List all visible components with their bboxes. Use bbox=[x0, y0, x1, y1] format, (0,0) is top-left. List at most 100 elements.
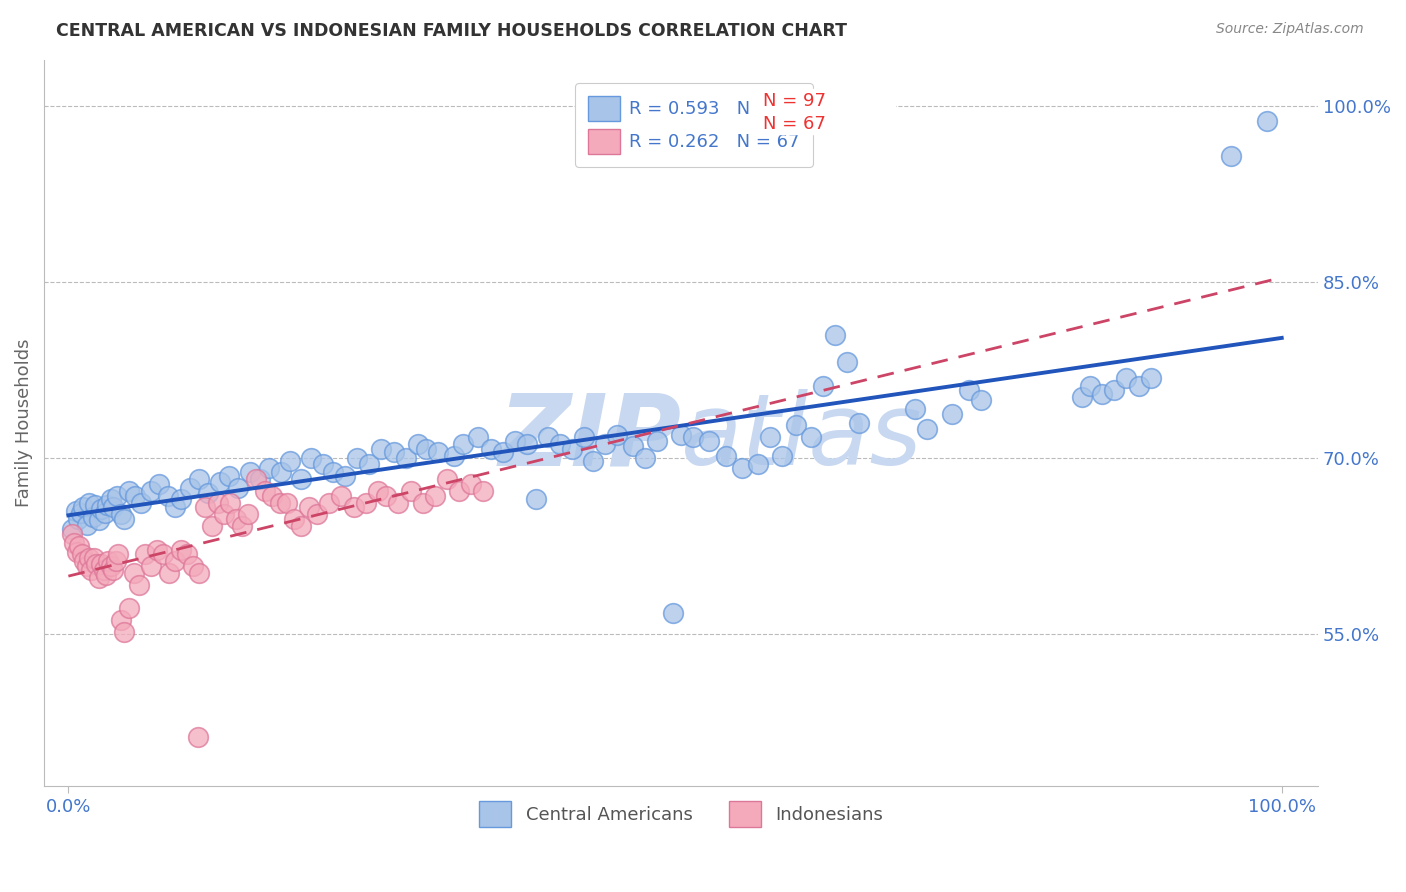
Point bbox=[645, 434, 668, 448]
Point bbox=[1078, 378, 1101, 392]
Point bbox=[187, 731, 209, 745]
Point bbox=[1091, 386, 1114, 401]
Point bbox=[449, 483, 471, 498]
Point bbox=[837, 355, 859, 369]
Point bbox=[200, 519, 222, 533]
Point bbox=[97, 554, 120, 568]
Legend: Central Americans, Indonesians: Central Americans, Indonesians bbox=[470, 792, 893, 836]
Point bbox=[524, 492, 547, 507]
Point bbox=[226, 481, 249, 495]
Point bbox=[100, 492, 122, 507]
Point bbox=[1128, 378, 1150, 392]
Point bbox=[94, 568, 117, 582]
Point bbox=[634, 451, 657, 466]
Point bbox=[76, 518, 98, 533]
Point bbox=[917, 422, 939, 436]
Point bbox=[290, 519, 312, 533]
Point bbox=[669, 427, 692, 442]
Point bbox=[395, 451, 418, 466]
Point bbox=[298, 500, 321, 515]
Point bbox=[904, 401, 927, 416]
Point bbox=[139, 559, 162, 574]
Point bbox=[472, 483, 495, 498]
Point bbox=[188, 472, 211, 486]
Point bbox=[60, 522, 83, 536]
Point bbox=[80, 563, 103, 577]
Point bbox=[443, 449, 465, 463]
Point bbox=[245, 472, 267, 486]
Point bbox=[90, 557, 112, 571]
Point bbox=[1256, 113, 1278, 128]
Point bbox=[207, 496, 229, 510]
Point bbox=[83, 550, 105, 565]
Point bbox=[621, 440, 644, 454]
Point bbox=[152, 547, 174, 561]
Point bbox=[103, 563, 125, 577]
Point bbox=[194, 500, 217, 515]
Point bbox=[122, 566, 145, 580]
Text: N = 97: N = 97 bbox=[762, 92, 825, 110]
Point bbox=[503, 434, 526, 448]
Point bbox=[157, 566, 180, 580]
Point bbox=[280, 453, 302, 467]
Point bbox=[359, 457, 381, 471]
Point bbox=[82, 509, 104, 524]
Point bbox=[112, 624, 135, 639]
Point bbox=[257, 460, 280, 475]
Text: N = 67: N = 67 bbox=[762, 114, 825, 133]
Point bbox=[1139, 371, 1161, 385]
Point bbox=[370, 442, 392, 456]
Point bbox=[128, 578, 150, 592]
Point bbox=[731, 460, 754, 475]
Point bbox=[399, 483, 422, 498]
Point bbox=[479, 442, 502, 456]
Point bbox=[299, 451, 322, 466]
Point bbox=[1115, 371, 1137, 385]
Point bbox=[436, 472, 458, 486]
Point bbox=[957, 383, 980, 397]
Point bbox=[406, 437, 429, 451]
Point bbox=[423, 489, 446, 503]
Point bbox=[467, 430, 489, 444]
Point bbox=[183, 559, 205, 574]
Point bbox=[103, 500, 125, 515]
Point bbox=[354, 496, 377, 510]
Point bbox=[312, 457, 335, 471]
Point bbox=[537, 430, 560, 444]
Point bbox=[270, 465, 292, 479]
Text: ZIP: ZIP bbox=[498, 389, 681, 486]
Point bbox=[682, 430, 704, 444]
Point bbox=[382, 445, 405, 459]
Point bbox=[811, 378, 834, 392]
Point bbox=[412, 496, 434, 510]
Point bbox=[415, 442, 437, 456]
Point bbox=[367, 483, 389, 498]
Point bbox=[460, 477, 482, 491]
Point bbox=[572, 430, 595, 444]
Point bbox=[148, 477, 170, 491]
Point bbox=[118, 601, 141, 615]
Point bbox=[785, 418, 807, 433]
Point bbox=[548, 437, 571, 451]
Point bbox=[112, 512, 135, 526]
Point bbox=[67, 512, 90, 526]
Point bbox=[330, 489, 353, 503]
Text: CENTRAL AMERICAN VS INDONESIAN FAMILY HOUSEHOLDS CORRELATION CHART: CENTRAL AMERICAN VS INDONESIAN FAMILY HO… bbox=[56, 22, 848, 40]
Point bbox=[156, 489, 179, 503]
Bar bbox=[748, 88, 896, 112]
Point bbox=[387, 496, 409, 510]
Point bbox=[970, 392, 993, 407]
Bar bbox=[748, 112, 896, 135]
Point bbox=[318, 496, 340, 510]
Point bbox=[451, 437, 474, 451]
Point bbox=[77, 496, 100, 510]
Point bbox=[87, 571, 110, 585]
Point bbox=[212, 508, 235, 522]
Point bbox=[179, 481, 201, 495]
Point bbox=[714, 449, 737, 463]
Point bbox=[93, 563, 115, 577]
Point bbox=[87, 513, 110, 527]
Point bbox=[516, 437, 538, 451]
Point bbox=[65, 504, 87, 518]
Point bbox=[107, 547, 129, 561]
